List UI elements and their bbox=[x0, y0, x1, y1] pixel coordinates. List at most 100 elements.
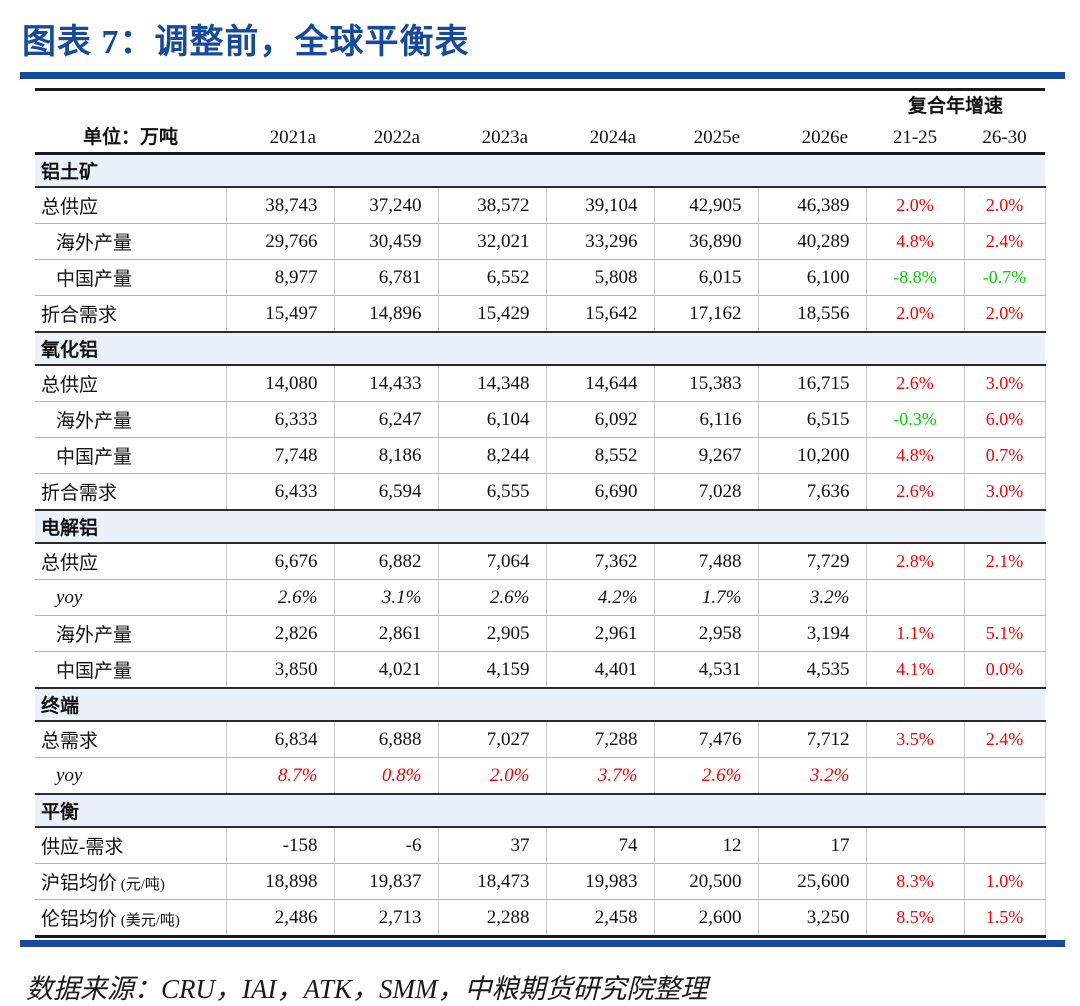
value-cell: 8,186 bbox=[333, 437, 438, 474]
cagr-cell: 0.7% bbox=[963, 437, 1046, 474]
value-cell: -6 bbox=[333, 827, 438, 864]
value-cell: 2.6% bbox=[225, 579, 334, 616]
table-row: 折合需求 6,433 6,594 6,555 6,690 7,028 7,636 2.6% 3.… bbox=[35, 473, 1046, 511]
section-title: 氧化铝 bbox=[35, 331, 1046, 366]
row-label: 总供应 bbox=[35, 365, 226, 402]
table-row: 沪铝均价 (元/吨) 18,898 19,837 18,473 19,983 20,500… bbox=[35, 863, 1046, 900]
value-cell: 6,552 bbox=[437, 259, 546, 296]
value-cell: 7,064 bbox=[437, 543, 546, 580]
data-source-note: 数据来源：CRU，IAI，ATK，SMM，中粮期货研究院整理 bbox=[26, 974, 708, 1004]
cagr-cell: 2.0% bbox=[865, 295, 964, 333]
section-header-row: 铝土矿 bbox=[35, 152, 1046, 188]
value-cell: 18,898 bbox=[225, 863, 334, 900]
bottom-divider-rule bbox=[20, 940, 1065, 947]
value-cell: 6,092 bbox=[545, 401, 654, 438]
table-row: 供应-需求 -158 -6 37 74 12 17 bbox=[35, 827, 1046, 864]
value-cell: 8,977 bbox=[225, 259, 334, 296]
value-cell: 6,116 bbox=[653, 401, 758, 438]
value-cell: 2,905 bbox=[437, 615, 546, 652]
table-row: 海外产量 29,766 30,459 32,021 33,296 36,890 40,289… bbox=[35, 223, 1046, 260]
cagr-cell: 1.0% bbox=[963, 863, 1046, 900]
row-label: 海外产量 bbox=[35, 401, 226, 438]
value-cell: 6,888 bbox=[333, 721, 438, 758]
table-row: yoy 8.7% 0.8% 2.0% 3.7% 2.6% 3.2% bbox=[35, 757, 1046, 795]
cagr-cell: 1.5% bbox=[963, 899, 1046, 938]
table-row: yoy 2.6% 3.1% 2.6% 4.2% 1.7% 3.2% bbox=[35, 579, 1046, 616]
value-cell: 7,729 bbox=[757, 543, 866, 580]
report-figure-page: 图表 7：调整前，全球平衡表 复合年增速 单位：万吨 2021a 2022a 2… bbox=[0, 14, 1080, 1006]
value-cell: 14,433 bbox=[333, 365, 438, 402]
row-label: 总需求 bbox=[35, 721, 226, 758]
value-cell: 5,808 bbox=[545, 259, 654, 296]
title-divider-rule bbox=[20, 72, 1065, 79]
cagr-cell: -8.8% bbox=[865, 259, 964, 296]
value-cell: 3,194 bbox=[757, 615, 866, 652]
value-cell: 3.2% bbox=[757, 757, 866, 795]
value-cell: 2,861 bbox=[333, 615, 438, 652]
value-cell: 19,983 bbox=[545, 863, 654, 900]
value-cell: 6,104 bbox=[437, 401, 546, 438]
row-label: 沪铝均价 (元/吨) bbox=[35, 863, 226, 900]
value-cell: 39,104 bbox=[545, 187, 654, 224]
row-label: 总供应 bbox=[35, 187, 226, 224]
value-cell: 3,850 bbox=[225, 651, 334, 689]
cagr-cell: 3.0% bbox=[963, 473, 1046, 511]
section-title: 平衡 bbox=[35, 793, 1046, 828]
value-cell: 38,572 bbox=[437, 187, 546, 224]
row-label: yoy bbox=[35, 757, 226, 795]
value-cell: 2,486 bbox=[225, 899, 334, 938]
value-cell: -158 bbox=[225, 827, 334, 864]
value-cell: 7,712 bbox=[757, 721, 866, 758]
value-cell: 6,515 bbox=[757, 401, 866, 438]
value-cell: 7,636 bbox=[757, 473, 866, 511]
value-cell: 6,834 bbox=[225, 721, 334, 758]
cagr-cell: 8.3% bbox=[865, 863, 964, 900]
section-title: 终端 bbox=[35, 687, 1046, 722]
year-column-header-2025e: 2025e bbox=[654, 118, 758, 155]
section-header-row: 氧化铝 bbox=[35, 331, 1046, 366]
value-cell: 42,905 bbox=[653, 187, 758, 224]
value-cell: 7,028 bbox=[653, 473, 758, 511]
cagr-cell: 5.1% bbox=[963, 615, 1046, 652]
table-row: 中国产量 8,977 6,781 6,552 5,808 6,015 6,100 -8.8% -… bbox=[35, 259, 1046, 296]
cagr-cell bbox=[963, 579, 1046, 616]
value-cell: 2.6% bbox=[653, 757, 758, 795]
row-label: 海外产量 bbox=[35, 223, 226, 260]
cagr-cell: 3.0% bbox=[963, 365, 1046, 402]
value-cell: 3.1% bbox=[333, 579, 438, 616]
value-cell: 14,644 bbox=[545, 365, 654, 402]
cagr-cell: 0.0% bbox=[963, 651, 1046, 689]
value-cell: 14,080 bbox=[225, 365, 334, 402]
section-title: 电解铝 bbox=[35, 509, 1046, 544]
value-cell: 37,240 bbox=[333, 187, 438, 224]
value-cell: 33,296 bbox=[545, 223, 654, 260]
value-cell: 40,289 bbox=[757, 223, 866, 260]
cagr-cell: 2.1% bbox=[963, 543, 1046, 580]
value-cell: 2,961 bbox=[545, 615, 654, 652]
section-header-row: 平衡 bbox=[35, 793, 1046, 828]
row-label-unit: (美元/吨) bbox=[117, 913, 180, 929]
value-cell: 7,748 bbox=[225, 437, 334, 474]
cagr-cell bbox=[963, 757, 1046, 795]
cagr-super-header-row: 复合年增速 bbox=[35, 90, 1045, 119]
cagr-cell: 3.5% bbox=[865, 721, 964, 758]
value-cell: 7,488 bbox=[653, 543, 758, 580]
cagr-cell: 2.8% bbox=[865, 543, 964, 580]
year-column-header-2021a: 2021a bbox=[226, 118, 334, 155]
value-cell: 3.2% bbox=[757, 579, 866, 616]
cagr-cell: 4.1% bbox=[865, 651, 964, 689]
value-cell: 30,459 bbox=[333, 223, 438, 260]
header-spacer bbox=[35, 90, 866, 119]
value-cell: 74 bbox=[545, 827, 654, 864]
table-row: 总供应 6,676 6,882 7,064 7,362 7,488 7,729 2.8% 2.1… bbox=[35, 543, 1046, 580]
value-cell: 20,500 bbox=[653, 863, 758, 900]
value-cell: 9,267 bbox=[653, 437, 758, 474]
value-cell: 18,473 bbox=[437, 863, 546, 900]
value-cell: 6,333 bbox=[225, 401, 334, 438]
value-cell: 2,458 bbox=[545, 899, 654, 938]
table-row: 中国产量 7,748 8,186 8,244 8,552 9,267 10,200 4.8% 0… bbox=[35, 437, 1046, 474]
value-cell: 6,676 bbox=[225, 543, 334, 580]
value-cell: 15,429 bbox=[437, 295, 546, 333]
value-cell: 1.7% bbox=[653, 579, 758, 616]
row-label: 供应-需求 bbox=[35, 827, 226, 864]
